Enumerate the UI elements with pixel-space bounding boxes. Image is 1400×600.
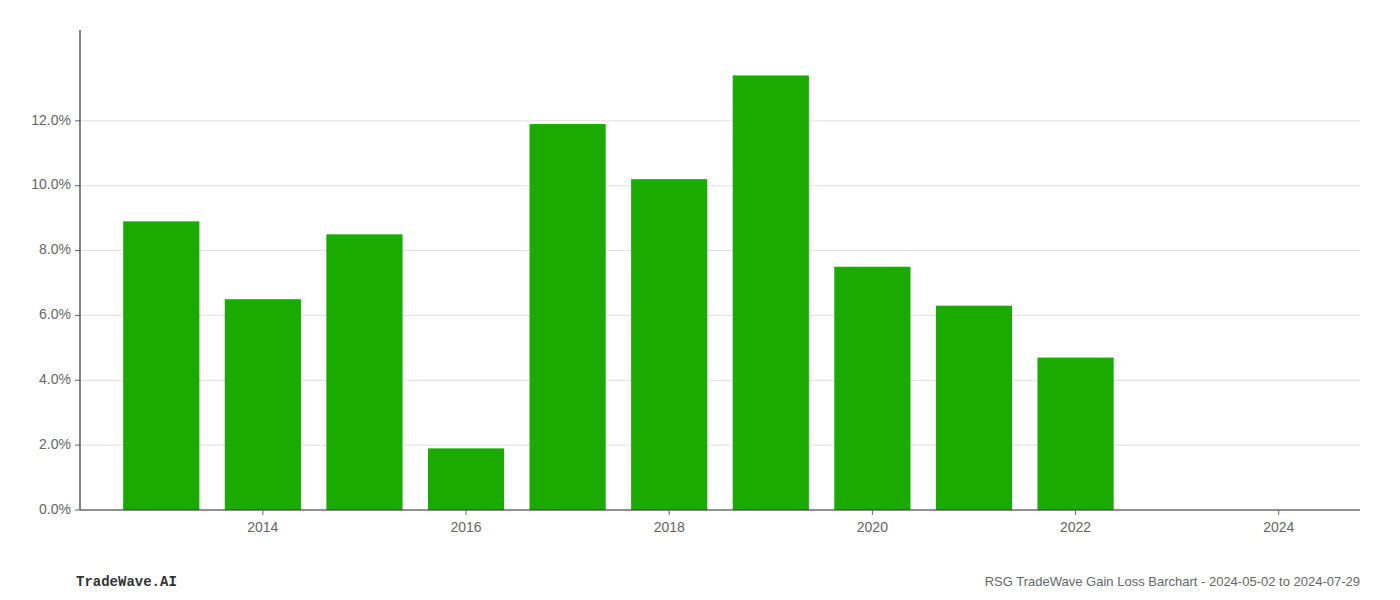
bar: [631, 179, 707, 510]
y-tick: [75, 445, 80, 446]
chart: 0.0%2.0%4.0%6.0%8.0%10.0%12.0%2014201620…: [0, 0, 1400, 600]
x-tick-label: 2018: [654, 519, 685, 535]
bar: [123, 221, 199, 510]
bar: [428, 448, 504, 510]
bar: [1037, 358, 1113, 510]
y-tick: [75, 185, 80, 186]
y-tick-label: 0.0%: [39, 501, 71, 517]
grid-line: [80, 510, 1360, 511]
y-tick-label: 2.0%: [39, 436, 71, 452]
y-tick-label: 6.0%: [39, 306, 71, 322]
x-axis-line: [80, 509, 1360, 510]
footer-left: TradeWave.AI: [76, 574, 177, 590]
x-tick: [1278, 510, 1279, 515]
x-tick-label: 2024: [1263, 519, 1294, 535]
y-tick-label: 4.0%: [39, 371, 71, 387]
grid-line: [80, 250, 1360, 251]
y-tick-label: 12.0%: [31, 112, 71, 128]
y-tick: [75, 315, 80, 316]
y-tick: [75, 120, 80, 121]
x-axis: 2014 2016 2018 2020 2022 2024: [80, 510, 1360, 535]
y-tick: [75, 510, 80, 511]
x-tick: [466, 510, 467, 515]
bars: [123, 75, 1113, 510]
y-tick-label: 10.0%: [31, 176, 71, 192]
y-axis-line: [79, 30, 80, 510]
x-tick-label: 2022: [1060, 519, 1091, 535]
bar: [225, 299, 301, 510]
x-tick-label: 2016: [450, 519, 481, 535]
bar: [530, 124, 606, 510]
x-tick-label: 2020: [857, 519, 888, 535]
footer-right: RSG TradeWave Gain Loss Barchart - 2024-…: [985, 574, 1360, 589]
bar: [834, 267, 910, 510]
x-tick: [262, 510, 263, 515]
chart-container: 0.0%2.0%4.0%6.0%8.0%10.0%12.0%2014201620…: [0, 0, 1400, 600]
x-tick-label: 2014: [247, 519, 278, 535]
x-tick: [669, 510, 670, 515]
y-axis: 0.0% 2.0% 4.0% 6.0% 8.0% 10.0% 12.0%: [31, 30, 80, 517]
y-tick: [75, 380, 80, 381]
grid-line: [80, 185, 1360, 186]
y-tick-label: 8.0%: [39, 241, 71, 257]
x-tick: [1075, 510, 1076, 515]
bar: [936, 306, 1012, 510]
x-tick: [872, 510, 873, 515]
bar: [326, 234, 402, 510]
bar: [733, 75, 809, 510]
grid-line: [80, 120, 1360, 121]
y-tick: [75, 250, 80, 251]
grid: [80, 121, 1360, 510]
